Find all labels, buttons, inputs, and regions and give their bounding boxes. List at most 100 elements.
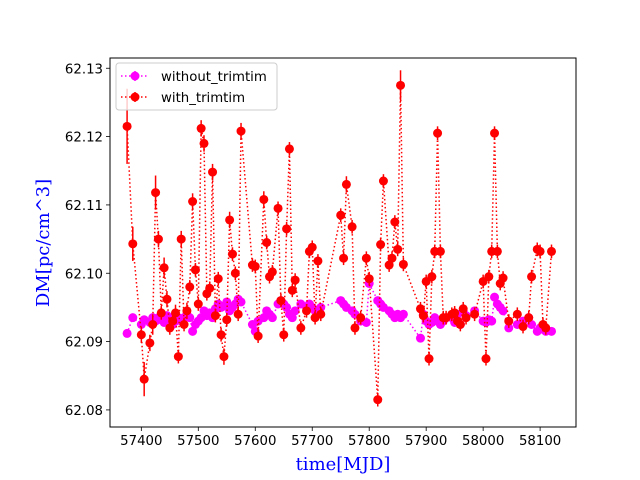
data-point bbox=[222, 315, 232, 325]
data-point bbox=[267, 313, 277, 323]
data-point bbox=[290, 306, 300, 316]
x-axis-title: time[MJD] bbox=[296, 454, 391, 475]
legend: without_trimtim with_trimtim bbox=[115, 62, 278, 111]
x-tick-label: 58000 bbox=[462, 434, 504, 449]
data-point bbox=[213, 274, 223, 284]
data-point bbox=[196, 123, 206, 133]
data-point bbox=[151, 188, 161, 198]
data-point bbox=[498, 306, 508, 316]
data-point bbox=[145, 338, 155, 348]
data-point bbox=[176, 234, 186, 244]
data-point bbox=[188, 326, 198, 336]
y-tick-label: 62.08 bbox=[65, 404, 103, 419]
data-point bbox=[398, 309, 408, 319]
data-point bbox=[250, 261, 260, 271]
data-point bbox=[415, 333, 425, 343]
legend-label: with_trimtim bbox=[161, 91, 245, 106]
data-point bbox=[398, 259, 408, 269]
data-point bbox=[356, 313, 366, 323]
data-point bbox=[193, 299, 203, 309]
x-tick-label: 57600 bbox=[234, 434, 276, 449]
data-point bbox=[173, 352, 183, 362]
data-point bbox=[159, 263, 169, 273]
data-point bbox=[535, 246, 545, 256]
data-point bbox=[162, 294, 172, 304]
data-point bbox=[205, 283, 215, 293]
legend-entry-with-trimtim: with_trimtim bbox=[121, 91, 245, 106]
y-tick-label: 62.11 bbox=[65, 199, 103, 214]
data-point bbox=[547, 246, 557, 256]
data-point bbox=[364, 274, 374, 284]
data-point bbox=[484, 272, 494, 282]
y-tick-label: 62.10 bbox=[65, 267, 103, 282]
y-axis: 62.08 62.09 62.10 62.11 62.12 62.13 bbox=[65, 62, 110, 419]
data-point bbox=[128, 239, 138, 249]
data-point bbox=[492, 246, 502, 256]
data-point bbox=[153, 234, 163, 244]
data-point bbox=[199, 138, 209, 148]
data-point bbox=[273, 203, 283, 213]
x-tick-label: 58100 bbox=[519, 434, 561, 449]
data-point bbox=[498, 273, 508, 283]
data-point bbox=[524, 313, 534, 323]
data-point bbox=[396, 80, 406, 90]
data-point bbox=[279, 330, 289, 340]
data-point bbox=[490, 292, 500, 302]
data-point bbox=[267, 267, 277, 277]
data-point bbox=[518, 322, 528, 332]
data-point bbox=[433, 128, 443, 138]
data-point bbox=[282, 224, 292, 234]
x-tick-label: 57800 bbox=[348, 434, 390, 449]
x-tick-label: 57700 bbox=[291, 434, 333, 449]
data-point bbox=[481, 354, 491, 364]
data-point bbox=[504, 316, 514, 326]
x-axis: 57400 57500 57600 57700 57800 57900 58000 58100 bbox=[120, 427, 561, 449]
data-point bbox=[470, 309, 480, 319]
data-point bbox=[233, 309, 243, 319]
data-point bbox=[156, 308, 166, 318]
data-point bbox=[307, 242, 317, 252]
data-point bbox=[136, 330, 146, 340]
legend-entry-without-trimtim: without_trimtim bbox=[121, 70, 267, 85]
series-with_trimtim bbox=[122, 70, 557, 407]
data-point bbox=[230, 268, 240, 278]
data-point bbox=[341, 179, 351, 189]
data-point bbox=[287, 285, 297, 295]
data-point bbox=[455, 320, 465, 329]
data-point bbox=[435, 246, 445, 256]
y-axis-title: DM[pc/cm^3] bbox=[33, 179, 54, 307]
data-point bbox=[490, 128, 500, 138]
data-point bbox=[148, 320, 158, 329]
data-point bbox=[393, 244, 403, 254]
x-tick-label: 57400 bbox=[120, 434, 162, 449]
data-point bbox=[541, 323, 551, 333]
x-tick-label: 57900 bbox=[405, 434, 447, 449]
data-point bbox=[387, 253, 397, 263]
data-point bbox=[225, 215, 235, 225]
data-point bbox=[347, 222, 357, 232]
data-point bbox=[253, 331, 263, 341]
data-point bbox=[302, 306, 312, 316]
data-point bbox=[424, 354, 434, 364]
data-point bbox=[287, 313, 297, 323]
data-point bbox=[290, 275, 300, 285]
data-point bbox=[179, 320, 189, 329]
data-point bbox=[378, 176, 388, 186]
data-point bbox=[376, 240, 386, 250]
legend-box bbox=[115, 62, 278, 111]
data-point bbox=[171, 308, 181, 318]
legend-marker bbox=[130, 71, 140, 81]
y-tick-label: 62.12 bbox=[65, 131, 103, 146]
data-point bbox=[227, 249, 237, 259]
data-point bbox=[122, 121, 132, 131]
data-point bbox=[190, 265, 200, 275]
data-point bbox=[418, 311, 428, 321]
data-point bbox=[313, 256, 323, 266]
data-point bbox=[122, 328, 132, 338]
data-point bbox=[296, 323, 306, 333]
data-point bbox=[139, 374, 149, 384]
data-point bbox=[527, 272, 537, 282]
data-point bbox=[182, 306, 192, 316]
data-point bbox=[236, 126, 246, 136]
